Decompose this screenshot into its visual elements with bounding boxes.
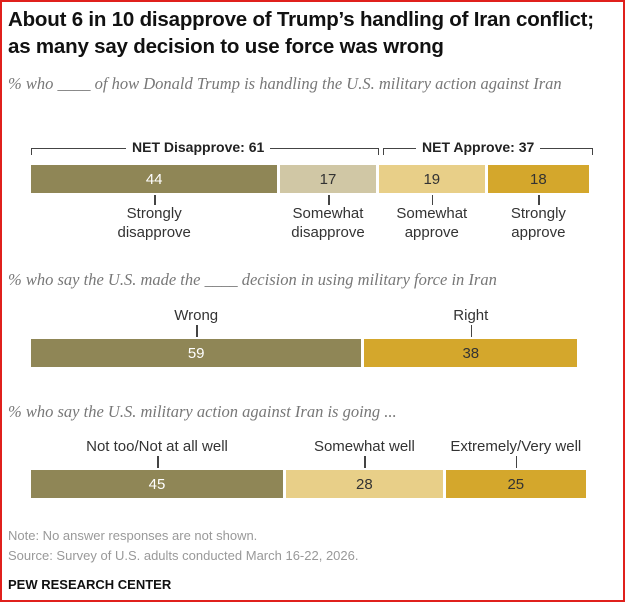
value-label: 28 xyxy=(356,475,373,493)
leader-tick xyxy=(364,456,366,468)
value-label: 17 xyxy=(319,170,337,188)
category-label: Extremely/Very well xyxy=(450,438,582,455)
leader-tick xyxy=(431,195,434,205)
bar-segment: 28 xyxy=(286,470,443,498)
bar-segment: 44 xyxy=(31,165,278,193)
category-label: Strongly disapprove xyxy=(117,205,191,241)
category-label: Wrong xyxy=(174,307,219,324)
subtitle-2: % who say the U.S. made the ____ decisio… xyxy=(8,270,497,289)
net-approve-label: NET Approve: 37 xyxy=(416,139,541,155)
subtitle-3: % who say the U.S. military action again… xyxy=(8,402,397,421)
value-label: 19 xyxy=(423,170,441,188)
value-label: 38 xyxy=(462,344,480,362)
value-label: 18 xyxy=(530,170,547,188)
leader-tick xyxy=(328,195,330,205)
value-label: 45 xyxy=(148,475,166,493)
category-label: Strongly approve xyxy=(510,205,566,241)
category-label: Somewhat approve xyxy=(396,205,468,241)
note: Note: No answer responses are not shown. xyxy=(8,528,258,543)
bar-approval: 44 17 19 18 xyxy=(31,165,592,193)
bar-segment: 19 xyxy=(378,165,485,193)
leader-tick xyxy=(154,195,156,205)
subtitle-1: % who ____ of how Donald Trump is handli… xyxy=(8,74,562,93)
category-label: Right xyxy=(453,307,489,324)
source: Source: Survey of U.S. adults conducted … xyxy=(8,548,359,563)
bar-segment: 45 xyxy=(31,470,283,498)
value-label: 59 xyxy=(187,344,205,362)
bar-going: 45 28 25 xyxy=(31,470,589,498)
category-label: Somewhat disapprove xyxy=(291,205,365,241)
bar-segment: 25 xyxy=(445,470,586,498)
leader-tick xyxy=(538,195,540,205)
category-label: Not too/Not at all well xyxy=(86,438,228,455)
brand-logo-text: PEW RESEARCH CENTER xyxy=(8,577,172,592)
leader-tick xyxy=(196,325,198,337)
bar-segment: 18 xyxy=(488,165,589,193)
leader-tick xyxy=(470,325,473,337)
category-label: Somewhat well xyxy=(313,438,415,455)
leader-tick xyxy=(515,456,518,468)
value-label: 25 xyxy=(507,475,525,493)
net-disapprove-label: NET Disapprove: 61 xyxy=(126,139,271,155)
value-label: 44 xyxy=(145,170,163,188)
bar-decision: 59 38 xyxy=(31,339,580,367)
bar-segment: 38 xyxy=(364,339,578,367)
leader-tick xyxy=(157,456,159,468)
chart-title: About 6 in 10 disapprove of Trump’s hand… xyxy=(8,8,594,58)
bar-segment: 17 xyxy=(280,165,376,193)
bar-segment: 59 xyxy=(31,339,362,367)
